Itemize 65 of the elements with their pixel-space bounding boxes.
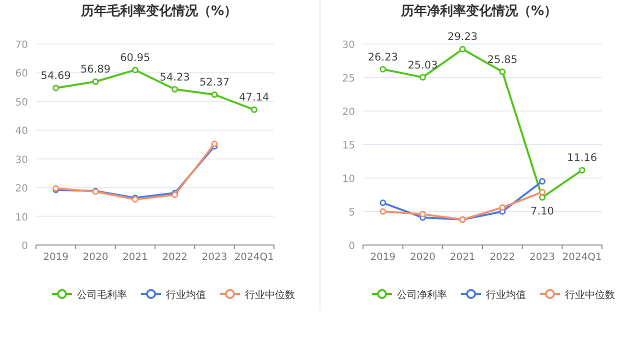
y-tick-label: 30: [342, 40, 355, 51]
x-tick-label: 2022: [162, 252, 188, 263]
y-tick-label: 50: [15, 97, 28, 108]
y-tick-label: 40: [15, 126, 28, 138]
data-label: 60.95: [120, 52, 150, 64]
data-label: 56.89: [80, 64, 111, 76]
x-tick-label: 2020: [410, 252, 436, 263]
x-tick-label: 2020: [82, 252, 108, 263]
point: [211, 91, 218, 98]
data-label: 54.23: [160, 71, 190, 84]
point: [539, 194, 546, 201]
point: [380, 208, 386, 215]
x-tick-label: 2019: [43, 252, 69, 263]
data-label: 25.03: [408, 59, 438, 72]
y-tick-label: 0: [22, 241, 28, 252]
data-label: 7.10: [530, 205, 554, 218]
y-tick-label: 10: [15, 212, 28, 224]
x-tick-label: 2021: [122, 252, 148, 263]
x-tick-label: 2019: [370, 252, 396, 263]
legend-label: 行业中位数: [565, 289, 615, 301]
data-label: 25.85: [487, 54, 518, 66]
x-tick-label: 2021: [450, 252, 476, 263]
y-tick-label: 15: [342, 140, 355, 152]
y-tick-label: 60: [15, 68, 28, 80]
x-tick-label: 2024Q1: [562, 252, 602, 263]
point: [499, 68, 506, 76]
point: [92, 78, 99, 85]
point: [539, 178, 546, 185]
legend-label: 行业均值: [486, 289, 526, 301]
point: [52, 84, 60, 92]
point: [539, 188, 546, 196]
y-tick-label: 10: [342, 174, 355, 185]
legend-label: 行业均值: [166, 289, 206, 301]
point: [250, 106, 258, 113]
point: [420, 210, 426, 218]
data-label: 29.23: [448, 31, 478, 44]
chart-title: 历年净利率变化情况（%）: [400, 3, 558, 19]
data-label: 47.14: [239, 92, 270, 104]
y-tick-label: 30: [15, 154, 28, 166]
point: [420, 74, 426, 81]
y-tick-label: 25: [342, 74, 355, 84]
point: [172, 86, 178, 93]
point: [132, 66, 138, 74]
y-tick-label: 0: [348, 241, 355, 252]
point: [578, 166, 586, 174]
data-label: 52.37: [199, 76, 230, 89]
y-tick-label: 5: [348, 208, 355, 218]
chart-title: 历年毛利率变化情况（%）: [80, 3, 238, 19]
legend-label: 公司毛利率: [77, 289, 127, 301]
point: [380, 200, 386, 206]
point: [459, 46, 466, 52]
x-tick-label: 2023: [202, 252, 228, 263]
point: [380, 66, 386, 73]
point: [499, 204, 506, 211]
y-tick-label: 20: [15, 184, 28, 195]
x-tick-label: 2023: [530, 252, 555, 263]
x-tick-label: 2022: [490, 252, 516, 263]
y-tick-label: 20: [342, 107, 355, 118]
x-tick-label: 2024Q1: [234, 252, 274, 263]
data-label: 54.69: [40, 70, 71, 82]
legend-label: 公司净利率: [397, 289, 447, 301]
legend-label: 行业中位数: [245, 289, 295, 301]
data-label: 11.16: [567, 152, 598, 164]
y-tick-label: 70: [15, 40, 28, 51]
data-label: 26.23: [368, 51, 398, 64]
